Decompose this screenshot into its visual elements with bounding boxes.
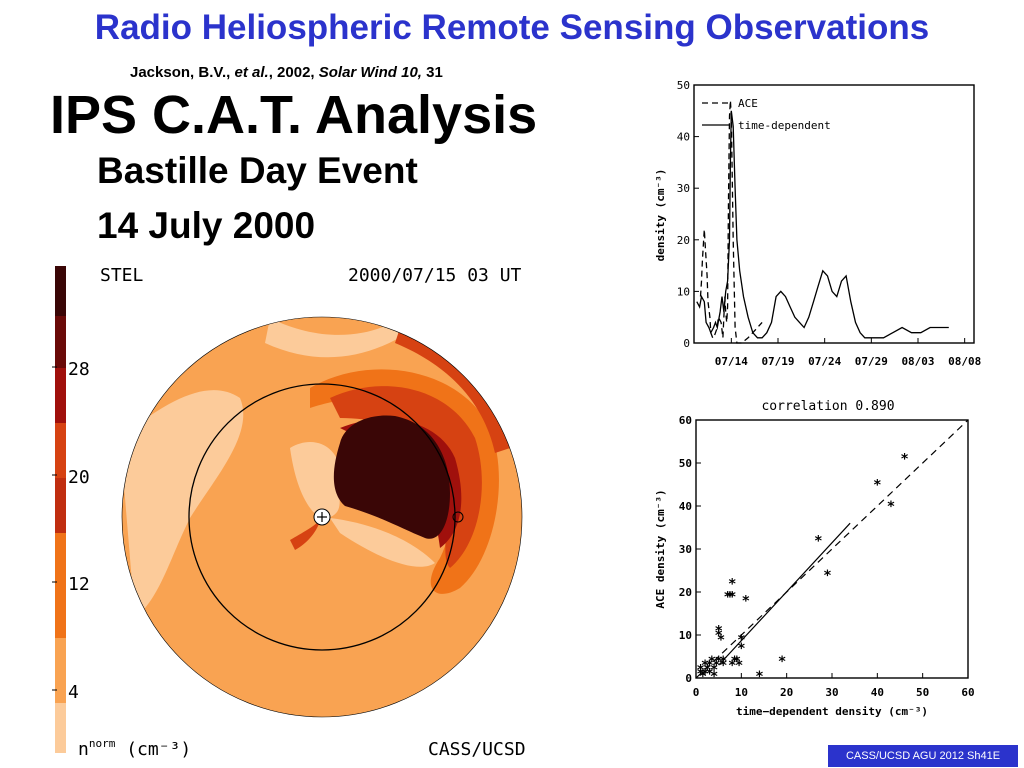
y-tick-label: 30 <box>679 543 692 556</box>
y-tick-label: 0 <box>683 337 690 350</box>
citation-etal: et al. <box>234 64 269 81</box>
scatter-point: * <box>728 589 736 605</box>
x-tick-label: 30 <box>825 686 838 699</box>
scatter-point: * <box>737 641 745 657</box>
scatter-point: * <box>714 624 722 640</box>
series-line-ace <box>699 100 763 344</box>
x-tick-label: 07/29 <box>855 355 888 368</box>
scatter-point: * <box>710 662 718 678</box>
x-tick-label: 20 <box>780 686 793 699</box>
scatter-point: * <box>730 654 738 670</box>
unit-label: nnorm (cm⁻³) <box>78 737 191 758</box>
scatter-point: * <box>742 594 750 610</box>
event-name: Bastille Day Event <box>97 150 418 191</box>
earth-icon <box>452 511 464 523</box>
scatter-point: * <box>703 662 711 678</box>
y-tick-label: 10 <box>679 629 692 642</box>
colorbar-tick: 20 <box>68 467 90 488</box>
scatter-point: * <box>724 589 732 605</box>
scatter-point: * <box>696 667 704 683</box>
colorbar-tick: 28 <box>68 359 90 380</box>
correlation-scatter-chart: correlation 0.890 ACE density (cm⁻³) tim… <box>654 399 975 718</box>
colorbar-tick: 4 <box>68 682 79 703</box>
scatter-point: * <box>735 658 743 674</box>
event-date: 14 July 2000 <box>97 205 316 246</box>
scatter-point: * <box>823 568 831 584</box>
scatter-point: * <box>699 669 707 685</box>
scatter-point: * <box>714 628 722 644</box>
scatter-point: * <box>728 576 736 592</box>
x-tick-label: 07/24 <box>808 355 841 368</box>
credit-label: CASS/UCSD <box>428 739 526 758</box>
x-tick-label: 07/14 <box>715 355 748 368</box>
fit-line <box>718 522 851 666</box>
scatter-point: * <box>728 658 736 674</box>
scatter-point: * <box>737 632 745 648</box>
legend-label-time-dependent: time-dependent <box>738 119 831 132</box>
scatter-point: * <box>717 632 725 648</box>
scatter-point: * <box>873 478 881 494</box>
scatter-point: * <box>708 654 716 670</box>
scatter-point: * <box>710 669 718 685</box>
x-axis-label: time−dependent density (cm⁻³) <box>736 705 928 718</box>
scatter-point: * <box>701 658 709 674</box>
series-line-time-dependent <box>696 110 949 339</box>
slide-title: Radio Heliospheric Remote Sensing Observ… <box>94 8 930 47</box>
y-tick-label: 0 <box>685 672 692 685</box>
colorbar: 28 20 12 4 <box>52 266 90 753</box>
scatter-point: * <box>900 452 908 468</box>
y-tick-label: 40 <box>679 500 692 513</box>
scatter-point: * <box>712 658 720 674</box>
scatter-point: * <box>726 589 734 605</box>
identity-line <box>695 419 969 679</box>
scatter-point: * <box>705 658 713 674</box>
y-tick-label: 20 <box>677 234 690 247</box>
y-axis-label: ACE density (cm⁻³) <box>654 489 667 608</box>
scatter-point: * <box>719 658 727 674</box>
scatter-point: * <box>696 662 704 678</box>
plot-frame <box>693 84 975 344</box>
scatter-point: * <box>714 654 722 670</box>
density-time-series-chart: density (cm⁻³) 0 10 20 30 40 50 07/14 07/19 07/… <box>654 79 981 368</box>
citation-journal: Solar Wind 10, <box>318 64 422 81</box>
citation-page: 31 <box>421 64 443 81</box>
legend-label-ace: ACE <box>738 97 758 110</box>
x-tick-label: 40 <box>871 686 884 699</box>
scatter-point: * <box>719 654 727 670</box>
scatter-point: * <box>887 499 895 515</box>
x-tick-label: 0 <box>693 686 700 699</box>
x-tick-label: 08/08 <box>948 355 981 368</box>
y-tick-label: 10 <box>677 285 690 298</box>
scatter-point: * <box>733 654 741 670</box>
x-tick-label: 08/03 <box>901 355 934 368</box>
scatter-point: * <box>701 667 709 683</box>
earth-orbit <box>188 383 456 651</box>
station-label: STEL <box>100 265 144 286</box>
legend: ACE time-dependent <box>702 97 831 132</box>
citation-author: Jackson, B.V., <box>130 64 235 81</box>
colorbar-tick: 12 <box>68 574 90 595</box>
y-tick-label: 50 <box>679 457 692 470</box>
scatter-point: * <box>705 667 713 683</box>
citation: Jackson, B.V., et al., 2002, Solar Wind … <box>130 64 443 81</box>
scatter-point: * <box>755 669 763 685</box>
x-tick-label: 07/19 <box>761 355 794 368</box>
tomography-map: 28 20 12 4 STEL 2000/07/15 03 UT nnorm (… <box>52 265 526 758</box>
scatter-point: * <box>778 654 786 670</box>
citation-year: , 2002, <box>268 64 319 81</box>
map-timestamp: 2000/07/15 03 UT <box>348 265 522 286</box>
x-tick-label: 10 <box>735 686 748 699</box>
y-tick-label: 50 <box>677 79 690 92</box>
y-tick-label: 60 <box>679 414 692 427</box>
scatter-point: * <box>814 533 822 549</box>
x-tick-label: 50 <box>916 686 929 699</box>
y-tick-label: 20 <box>679 586 692 599</box>
x-tick-label: 60 <box>961 686 974 699</box>
y-axis-label: density (cm⁻³) <box>654 169 667 262</box>
chart-title: correlation 0.890 <box>761 399 894 414</box>
y-tick-label: 30 <box>677 182 690 195</box>
y-tick-label: 40 <box>677 131 690 144</box>
footer-badge: CASS/UCSD AGU 2012 Sh41E <box>828 745 1018 767</box>
analysis-heading: IPS C.A.T. Analysis <box>50 85 538 145</box>
